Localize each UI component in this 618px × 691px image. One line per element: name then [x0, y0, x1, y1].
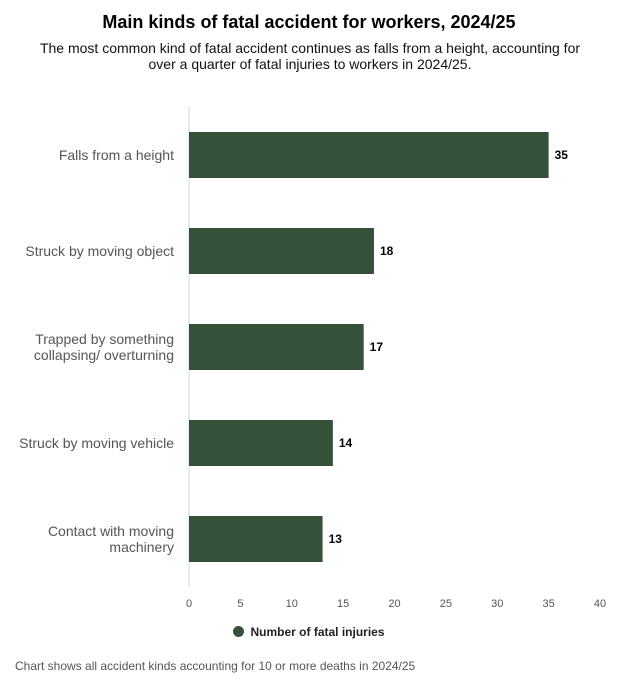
- x-tick-label: 5: [237, 598, 243, 610]
- data-label: 13: [329, 532, 343, 546]
- category-label: Contact with moving machinery: [48, 523, 174, 555]
- x-axis-ticks: 0 5 10 15 20 25 30 35 40: [186, 598, 606, 610]
- data-label: 35: [555, 148, 569, 162]
- data-label: 18: [380, 244, 394, 258]
- x-tick-label: 10: [286, 598, 298, 610]
- bar[interactable]: [189, 228, 374, 274]
- legend[interactable]: Number of fatal injuries: [0, 625, 618, 639]
- category-label: Trapped by something collapsing/ overturn…: [34, 331, 174, 363]
- x-tick-label: 25: [440, 598, 452, 610]
- value-labels: 35 18 17 14 13: [329, 148, 569, 546]
- footnote: Chart shows all accident kinds accountin…: [15, 659, 416, 673]
- bar[interactable]: [189, 420, 333, 466]
- category-label: Struck by moving object: [25, 243, 174, 259]
- x-tick-label: 20: [388, 598, 400, 610]
- chart-title: Main kinds of fatal accident for workers…: [102, 12, 516, 32]
- x-tick-label: 0: [186, 598, 192, 610]
- x-tick-label: 30: [491, 598, 503, 610]
- bars-layer: [189, 132, 549, 562]
- category-label: Struck by moving vehicle: [19, 435, 174, 451]
- bar[interactable]: [189, 324, 364, 370]
- category-labels: Falls from a height Struck by moving obje…: [19, 147, 174, 555]
- data-label: 14: [339, 436, 353, 450]
- chart-subtitle: The most common kind of fatal accident c…: [39, 40, 581, 72]
- bar-chart: Falls from a height Struck by moving obje…: [19, 107, 606, 610]
- data-label: 17: [370, 340, 384, 354]
- legend-marker-icon: [233, 626, 245, 637]
- x-tick-label: 40: [594, 598, 606, 610]
- x-tick-label: 15: [337, 598, 349, 610]
- x-tick-label: 35: [543, 598, 555, 610]
- legend-label: Number of fatal injuries: [250, 625, 385, 639]
- category-label: Falls from a height: [59, 147, 174, 163]
- bar[interactable]: [189, 516, 323, 562]
- bar[interactable]: [189, 132, 549, 178]
